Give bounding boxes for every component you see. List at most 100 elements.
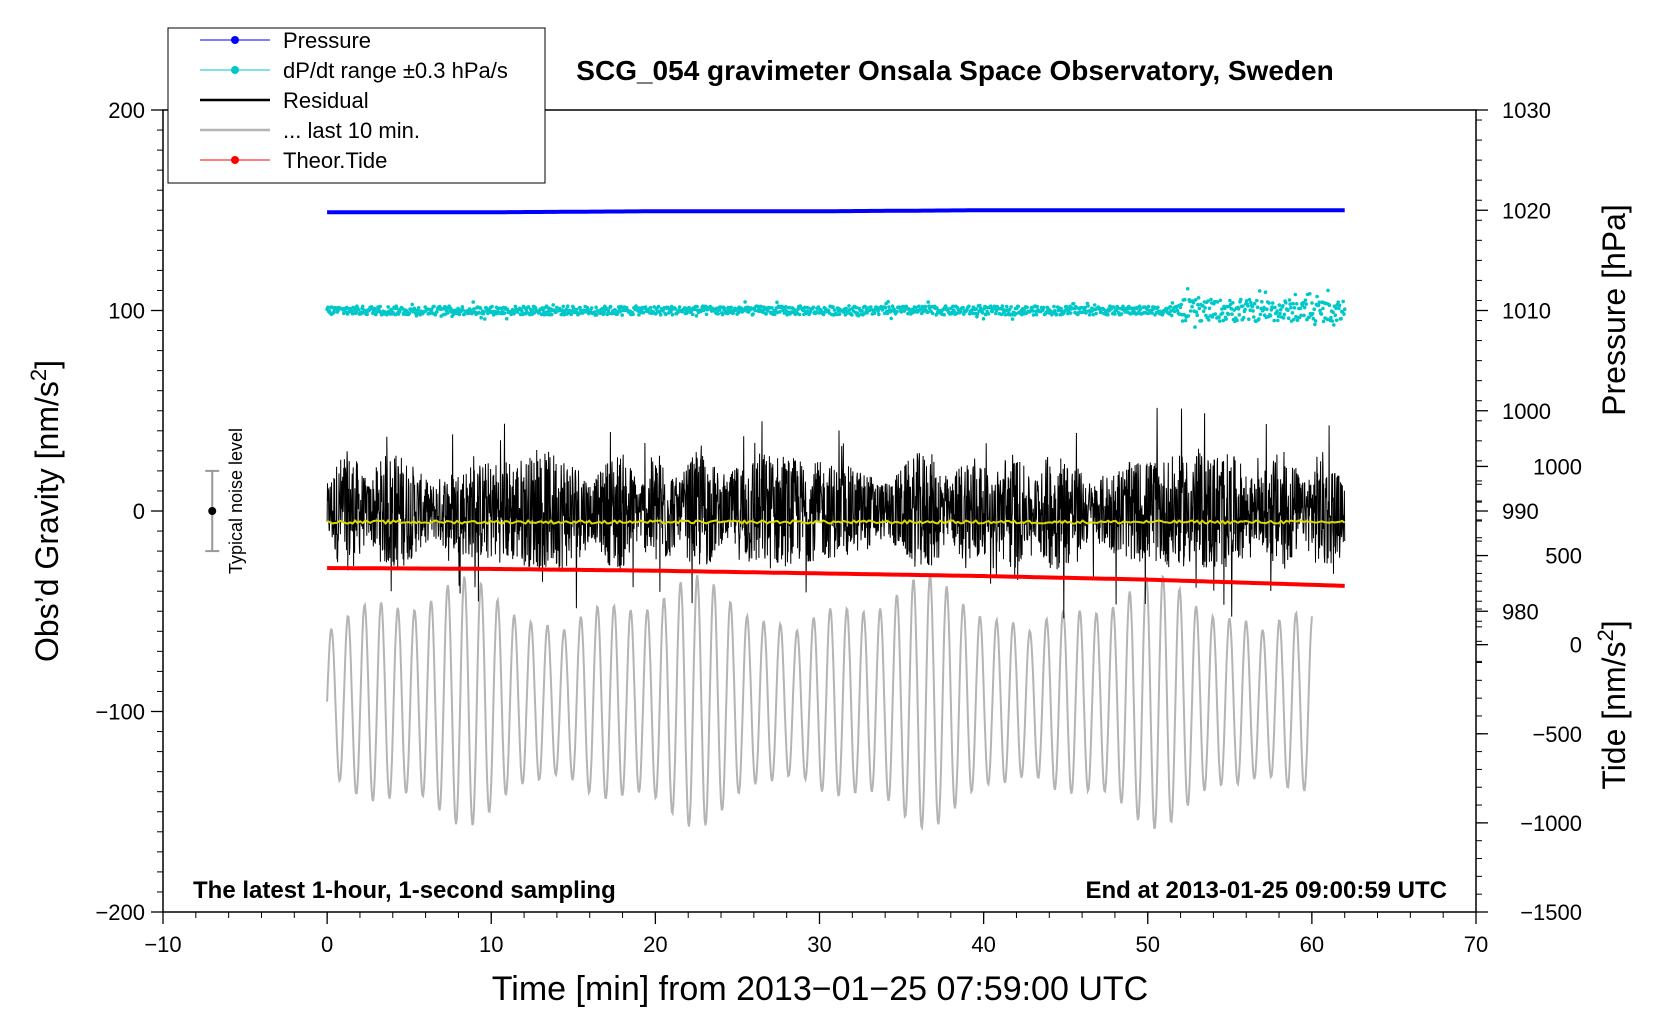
dpdt-point: [886, 299, 890, 304]
dpdt-point: [551, 303, 555, 307]
dpdt-point: [914, 305, 918, 310]
x-tick-label: 10: [479, 932, 503, 957]
dpdt-point: [1272, 318, 1276, 323]
series-residual: [326, 407, 1346, 619]
tide-tick-label: −500: [1532, 722, 1582, 747]
series-pressure: [327, 208, 1345, 215]
dpdt-point: [811, 305, 816, 310]
dpdt-point: [755, 304, 760, 309]
dpdt-point: [1286, 308, 1290, 313]
legend-swatch-dot: [231, 36, 239, 44]
dpdt-point: [512, 310, 517, 315]
dpdt-point: [847, 307, 852, 312]
dpdt-point: [1275, 309, 1279, 313]
series-layer: [325, 208, 1347, 831]
dpdt-point: [471, 300, 476, 304]
dpdt-point: [814, 310, 819, 314]
dpdt-point: [980, 311, 985, 315]
dpdt-point: [847, 304, 851, 308]
dpdt-point: [1237, 313, 1242, 317]
dpdt-point: [1172, 309, 1177, 314]
dpdt-point: [729, 305, 733, 310]
dpdt-point: [664, 312, 668, 317]
dpdt-point: [1294, 302, 1299, 306]
dpdt-point: [1278, 311, 1282, 316]
x-tick-label: 30: [807, 932, 831, 957]
dpdt-point: [1332, 323, 1336, 327]
dpdt-point: [631, 312, 635, 317]
dpdt-point: [1317, 300, 1322, 305]
dpdt-point: [942, 313, 946, 317]
dpdt-point: [751, 312, 755, 316]
noise-level-indicator: Typical noise level: [205, 428, 246, 574]
dpdt-point: [1064, 304, 1069, 309]
dpdt-point: [1262, 305, 1266, 310]
dpdt-point: [1304, 302, 1308, 306]
dpdt-point: [526, 305, 531, 309]
dpdt-point: [578, 305, 582, 310]
dpdt-point: [1246, 304, 1250, 308]
dpdt-point: [1195, 313, 1199, 318]
dpdt-point: [1248, 308, 1252, 313]
dpdt-point: [1298, 306, 1303, 311]
dpdt-point: [1291, 301, 1295, 306]
dpdt-point: [806, 306, 811, 310]
dpdt-point: [1307, 315, 1311, 320]
dpdt-point: [1284, 300, 1288, 305]
dpdt-point: [1185, 287, 1190, 291]
dpdt-point: [876, 309, 880, 314]
dpdt-point: [1193, 298, 1198, 302]
dpdt-point: [1199, 319, 1204, 323]
dpdt-point: [549, 312, 554, 317]
dpdt-point: [1321, 319, 1326, 324]
dpdt-point: [1218, 298, 1223, 303]
dpdt-point: [1201, 309, 1206, 314]
dpdt-point: [1231, 301, 1235, 305]
dpdt-point: [1229, 306, 1234, 311]
dpdt-point: [1287, 298, 1292, 302]
dpdt-point: [585, 305, 590, 310]
dpdt-point: [343, 309, 348, 314]
dpdt-point: [1313, 319, 1318, 323]
dpdt-point: [1326, 288, 1330, 293]
dpdt-point: [704, 312, 709, 317]
x-tick-label: −10: [144, 932, 181, 957]
dpdt-point: [1288, 302, 1292, 306]
dpdt-point: [1119, 312, 1124, 316]
dpdt-point: [1301, 300, 1306, 305]
dpdt-point: [1316, 303, 1321, 308]
dpdt-point: [330, 305, 335, 310]
dpdt-point: [416, 306, 421, 310]
dpdt-point: [331, 311, 336, 315]
x-tick-label: 70: [1464, 932, 1488, 957]
dpdt-point: [1337, 303, 1342, 308]
dpdt-point: [1196, 296, 1201, 300]
dpdt-point: [504, 316, 509, 321]
dpdt-point: [773, 312, 777, 317]
dpdt-point: [350, 311, 355, 316]
dpdt-point: [478, 306, 483, 311]
dpdt-point: [1230, 312, 1234, 317]
dpdt-point: [482, 310, 486, 314]
legend-swatch-dot: [231, 156, 239, 164]
dpdt-point: [589, 306, 594, 310]
dpdt-point: [1179, 302, 1183, 307]
dpdt-point: [983, 312, 988, 317]
dpdt-point: [1247, 297, 1252, 302]
dpdt-point: [1286, 316, 1291, 321]
dpdt-point: [925, 310, 930, 315]
dpdt-point: [1228, 298, 1232, 303]
dpdt-point: [695, 304, 699, 309]
dpdt-point: [592, 310, 597, 314]
dpdt-point: [594, 305, 598, 310]
dpdt-point: [448, 306, 453, 311]
dpdt-point: [1203, 306, 1207, 310]
legend-swatch-dot: [231, 66, 239, 74]
dpdt-point: [1295, 318, 1300, 323]
dpdt-point: [1020, 312, 1024, 317]
dpdt-point: [395, 306, 399, 311]
dpdt-point: [856, 313, 861, 318]
dpdt-point: [1257, 317, 1261, 321]
noise-bar-center: [208, 507, 217, 515]
chart-title: SCG_054 gravimeter Onsala Space Observat…: [576, 55, 1333, 86]
